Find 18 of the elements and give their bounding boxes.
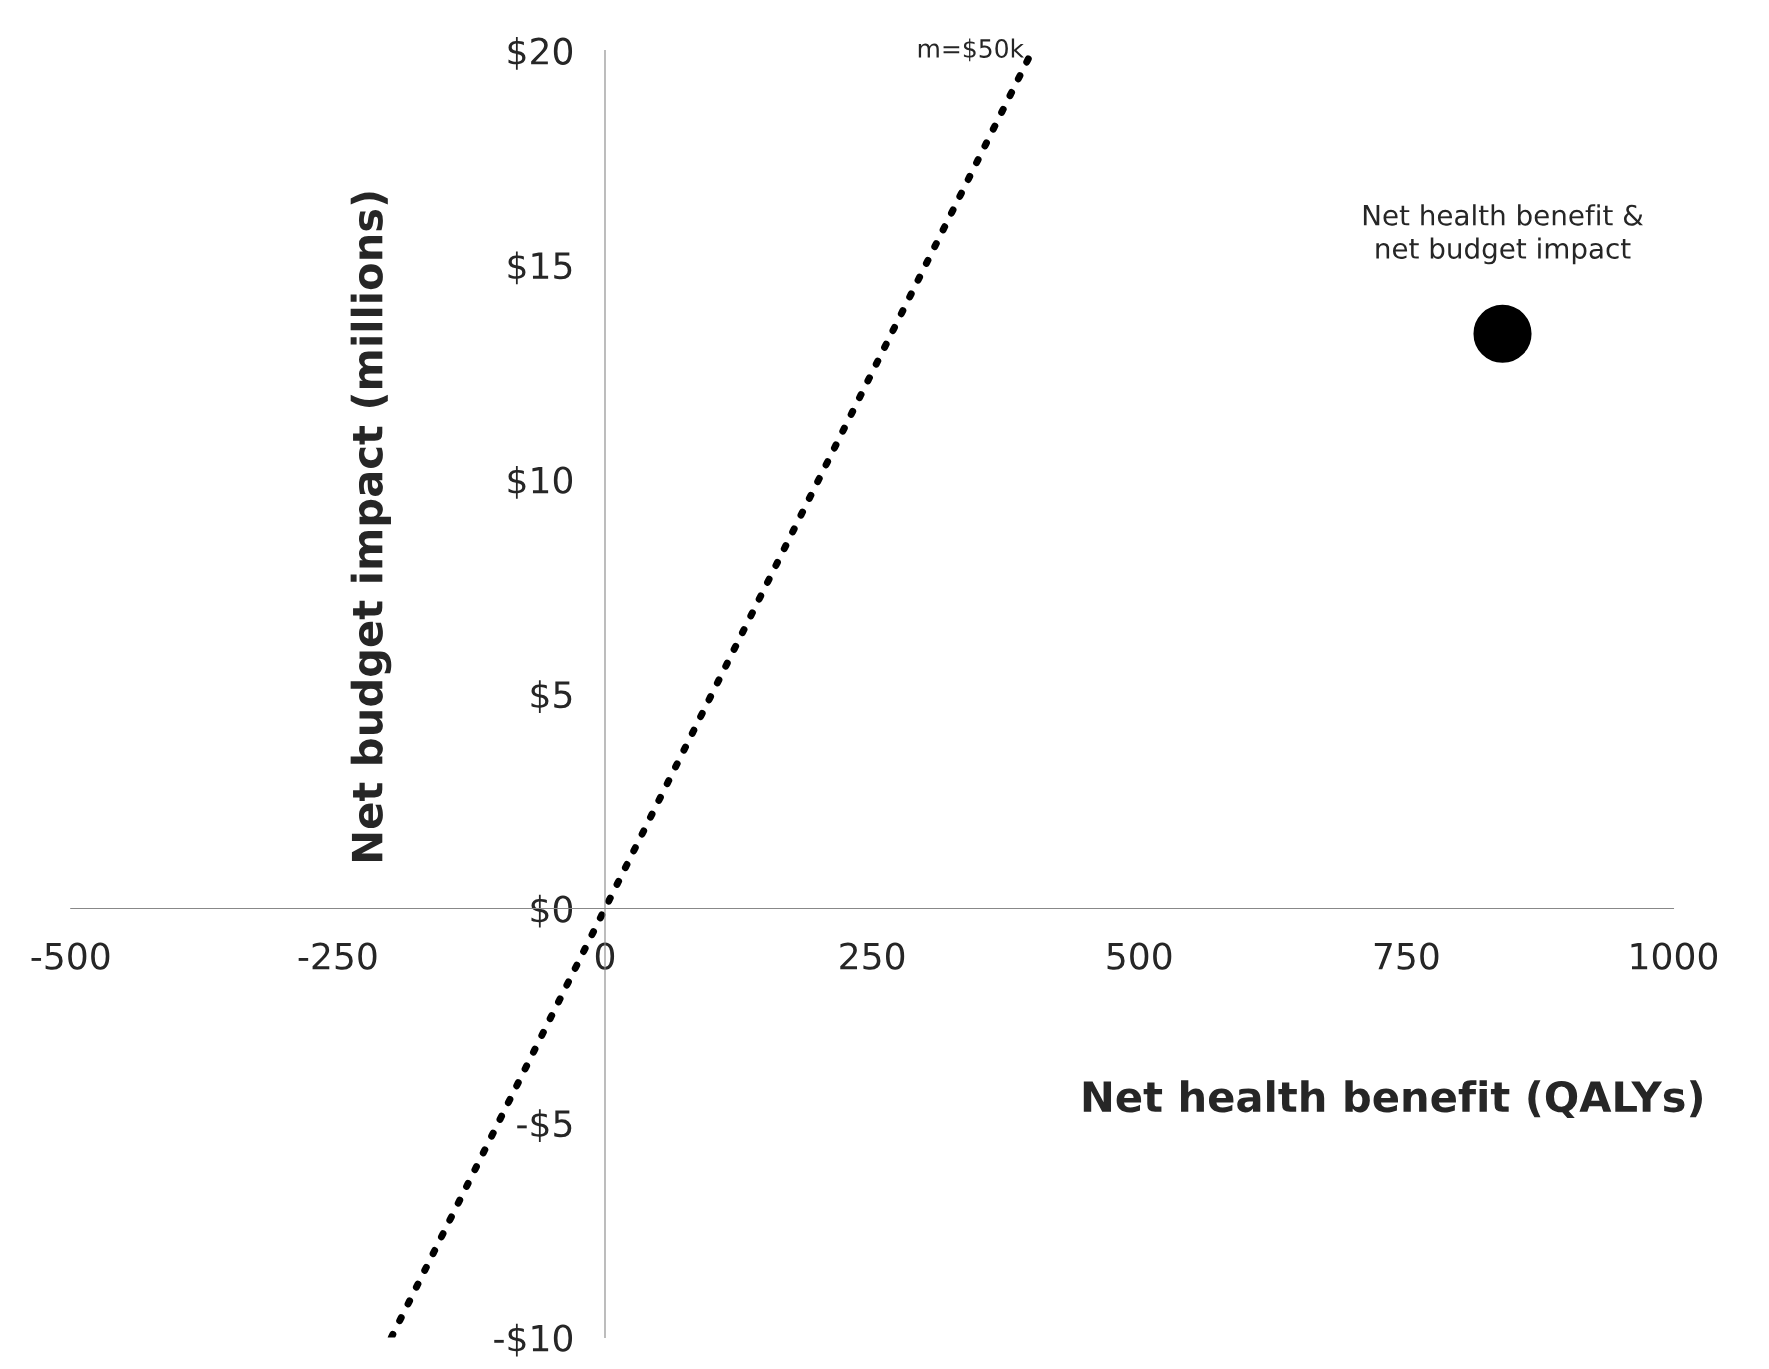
y-tick-label: -$10 <box>494 1323 573 1357</box>
y-tick-label: -$5 <box>517 1109 572 1143</box>
y-tick-label: $5 <box>531 680 572 714</box>
x-tick-label: -250 <box>298 942 377 970</box>
annotation: m=$50k <box>918 38 1024 62</box>
y-axis-title: Net budget impact (millions) <box>350 192 392 861</box>
x-tick-label: 750 <box>1374 942 1439 970</box>
x-tick-label: -500 <box>31 942 110 970</box>
annotation: Net health benefit & net budget impact <box>1363 204 1643 265</box>
y-tick-label: $10 <box>508 465 573 499</box>
y-tick-label: $0 <box>531 894 573 928</box>
x-tick-label: 0 <box>595 942 615 970</box>
x-tick-label: 250 <box>840 942 905 970</box>
x-tick-label: 1000 <box>1631 942 1718 970</box>
y-tick-label: $20 <box>508 36 573 70</box>
y-tick-label: $15 <box>508 251 572 285</box>
x-tick-label: 500 <box>1107 942 1172 970</box>
x-axis-title: Net health benefit (QALYs) <box>1083 1080 1702 1118</box>
